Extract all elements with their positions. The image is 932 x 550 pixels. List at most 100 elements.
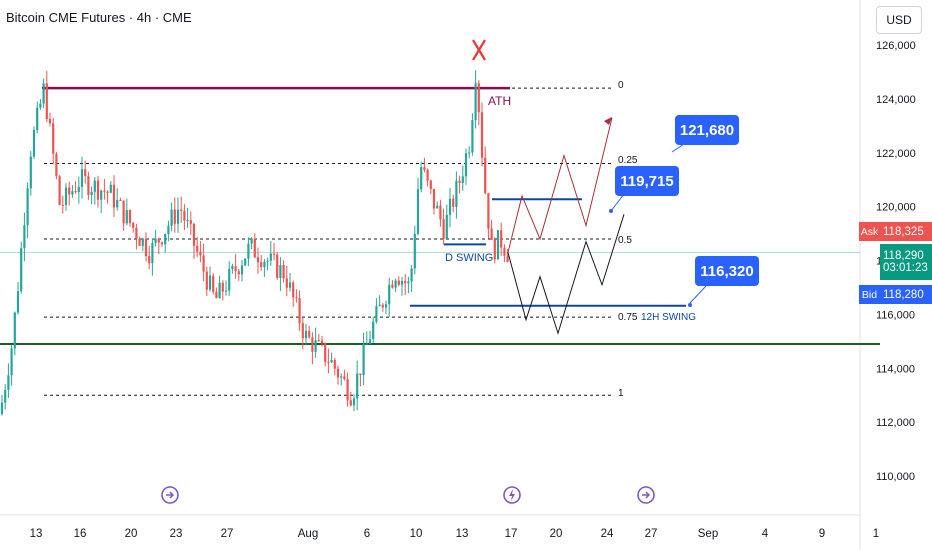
arrow-circle-icon[interactable] bbox=[161, 486, 179, 504]
candle bbox=[68, 181, 71, 206]
candle-body bbox=[29, 156, 32, 189]
fib-1-label: 1 bbox=[618, 388, 624, 399]
candle bbox=[333, 357, 336, 376]
candle-body bbox=[16, 291, 20, 313]
candle-body bbox=[439, 205, 442, 220]
candle-body bbox=[96, 180, 100, 200]
price-axis[interactable]: 126,000124,000122,000120,000118,000116,0… bbox=[876, 40, 916, 483]
candle-body bbox=[461, 176, 464, 183]
time-tick-label: 17 bbox=[505, 528, 518, 540]
candle bbox=[202, 243, 205, 282]
time-tick-label: 16 bbox=[74, 528, 87, 540]
candle bbox=[388, 277, 391, 317]
candle bbox=[116, 188, 119, 211]
price-tick-label: 110,000 bbox=[876, 471, 915, 483]
callout-pointer-119715 bbox=[610, 193, 625, 212]
candle-body bbox=[448, 198, 452, 215]
candle-body bbox=[381, 304, 384, 308]
candle-body bbox=[388, 284, 391, 305]
candle bbox=[135, 223, 138, 250]
candle bbox=[189, 211, 192, 236]
candle-body bbox=[352, 398, 356, 406]
candle bbox=[90, 186, 93, 205]
candle bbox=[343, 369, 346, 381]
candle-body bbox=[330, 359, 333, 363]
lightning-circle-icon[interactable] bbox=[503, 486, 521, 504]
bid-price: 118,280 bbox=[880, 285, 932, 304]
grid bbox=[0, 0, 861, 550]
candle-body bbox=[116, 199, 119, 208]
time-tick-label: 27 bbox=[221, 528, 234, 540]
time-tick-label: 27 bbox=[645, 528, 658, 540]
candle bbox=[186, 207, 189, 228]
candle bbox=[285, 265, 288, 297]
candle bbox=[439, 199, 442, 227]
candle bbox=[362, 332, 365, 386]
candle bbox=[64, 183, 68, 211]
candle bbox=[458, 175, 461, 194]
candle bbox=[20, 241, 23, 294]
candle bbox=[404, 273, 407, 296]
candle-body bbox=[407, 281, 410, 284]
candle-body bbox=[224, 290, 228, 292]
candle bbox=[42, 78, 45, 109]
candle bbox=[154, 230, 157, 247]
candle-body bbox=[71, 191, 74, 195]
candle bbox=[448, 187, 452, 228]
candle-body bbox=[285, 278, 288, 288]
candle-body bbox=[93, 180, 96, 192]
price-tick-label: 114,000 bbox=[876, 363, 915, 375]
candle bbox=[500, 222, 503, 256]
currency-button[interactable]: USD bbox=[876, 6, 922, 34]
target-callout-121680[interactable]: 121,680 bbox=[675, 115, 739, 145]
candle-body bbox=[167, 225, 170, 234]
candle-body bbox=[32, 130, 36, 157]
candle bbox=[372, 316, 375, 344]
candle bbox=[80, 156, 84, 199]
candle-body bbox=[119, 199, 122, 201]
candle bbox=[455, 171, 458, 219]
candle bbox=[324, 342, 327, 367]
candle-body bbox=[308, 330, 311, 338]
candle bbox=[132, 222, 135, 233]
candle bbox=[471, 113, 474, 156]
target-callout-116320[interactable]: 116,320 bbox=[695, 256, 759, 286]
candle-body bbox=[13, 312, 16, 349]
candle-body bbox=[36, 107, 39, 131]
candle-body bbox=[247, 243, 250, 259]
candle-body bbox=[368, 339, 372, 344]
candle-body bbox=[292, 282, 295, 298]
candle bbox=[4, 383, 7, 410]
candle bbox=[480, 102, 484, 167]
candle bbox=[445, 204, 448, 241]
time-tick-label: 23 bbox=[170, 528, 183, 540]
candle-body bbox=[176, 209, 180, 224]
candle-body bbox=[301, 323, 304, 339]
candle-body bbox=[474, 83, 477, 121]
candle-body bbox=[173, 209, 176, 224]
candle-body bbox=[4, 389, 7, 403]
arrow-circle-icon[interactable] bbox=[637, 486, 655, 504]
candle bbox=[247, 237, 250, 266]
candle bbox=[36, 101, 39, 134]
candle bbox=[256, 247, 260, 274]
target-callout-119715[interactable]: 119,715 bbox=[615, 166, 679, 196]
candle-body bbox=[55, 153, 58, 177]
symbol-title[interactable]: Bitcoin CME Futures · 4h · CME bbox=[6, 10, 192, 25]
candle bbox=[308, 325, 311, 339]
candle-body bbox=[375, 306, 378, 322]
price-tick-label: 116,000 bbox=[876, 309, 915, 321]
candle bbox=[45, 70, 48, 123]
time-axis[interactable]: 13 16 20 23 27 Aug 6 10 13 17 20 24 27 Sep 4 9 1 bbox=[30, 528, 880, 540]
candle bbox=[103, 178, 106, 200]
candle-body bbox=[192, 223, 196, 246]
candle-body bbox=[372, 321, 375, 340]
candle-body bbox=[23, 225, 26, 249]
events-layer[interactable] bbox=[161, 486, 655, 504]
candle-body bbox=[61, 204, 64, 206]
time-tick-label: 10 bbox=[410, 528, 423, 540]
price-tick-label: 120,000 bbox=[876, 202, 916, 214]
candle-body bbox=[282, 264, 285, 279]
candle bbox=[496, 230, 500, 260]
